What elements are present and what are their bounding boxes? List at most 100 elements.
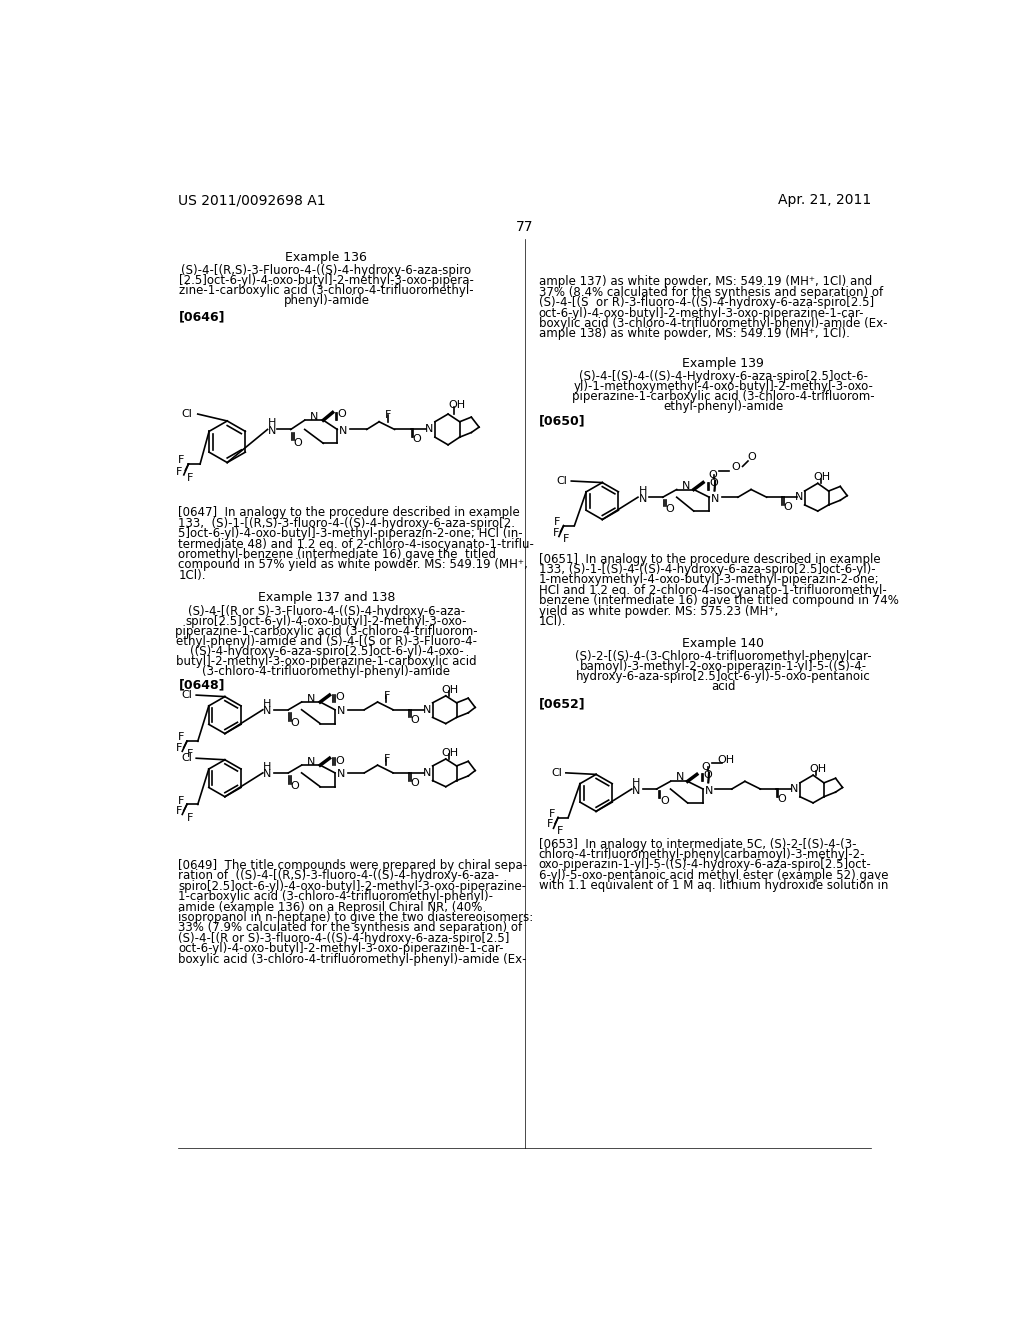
Text: OH: OH (441, 685, 459, 694)
Text: F: F (554, 517, 560, 527)
Text: [0651]  In analogy to the procedure described in example: [0651] In analogy to the procedure descr… (539, 553, 881, 566)
Text: 6-yl)-5-oxo-pentanoic acid methyl ester (example 52) gave: 6-yl)-5-oxo-pentanoic acid methyl ester … (539, 869, 888, 882)
Text: N: N (337, 706, 345, 717)
Text: 1Cl).: 1Cl). (539, 615, 566, 628)
Text: N: N (632, 785, 641, 796)
Text: phenyl)-amide: phenyl)-amide (284, 294, 370, 308)
Text: N: N (638, 494, 647, 504)
Text: N: N (263, 706, 271, 717)
Text: oct-6-yl)-4-oxo-butyl]-2-methyl-3-oxo-piperazine-1-car-: oct-6-yl)-4-oxo-butyl]-2-methyl-3-oxo-pi… (178, 942, 504, 956)
Text: F: F (176, 467, 182, 477)
Text: N: N (795, 492, 804, 502)
Text: H: H (263, 762, 271, 772)
Text: F: F (549, 809, 555, 818)
Text: F: F (186, 473, 194, 483)
Text: N: N (425, 425, 433, 434)
Text: (S)-4-[(S)-4-((S)-4-Hydroxy-6-aza-spiro[2.5]oct-6-: (S)-4-[(S)-4-((S)-4-Hydroxy-6-aza-spiro[… (579, 370, 867, 383)
Text: Example 136: Example 136 (286, 251, 368, 264)
Text: compound in 57% yield as white powder. MS: 549.19 (MH⁺,: compound in 57% yield as white powder. M… (178, 558, 528, 572)
Text: H: H (638, 486, 647, 496)
Text: N: N (682, 480, 690, 491)
Text: ethyl-phenyl)-amide: ethyl-phenyl)-amide (664, 400, 783, 413)
Text: O: O (335, 755, 344, 766)
Text: ethyl-phenyl)-amide and (S)-4-[(S or R)-3-Fluoro-4-: ethyl-phenyl)-amide and (S)-4-[(S or R)-… (176, 635, 477, 648)
Text: oxo-piperazin-1-yl]-5-((S)-4-hydroxy-6-aza-spiro[2.5]oct-: oxo-piperazin-1-yl]-5-((S)-4-hydroxy-6-a… (539, 858, 871, 871)
Text: O: O (710, 478, 718, 488)
Text: N: N (676, 772, 684, 783)
Text: O: O (411, 714, 419, 725)
Text: butyl]-2-methyl-3-oxo-piperazine-1-carboxylic acid: butyl]-2-methyl-3-oxo-piperazine-1-carbo… (176, 655, 477, 668)
Text: O: O (293, 438, 302, 449)
Text: with 1.1 equivalent of 1 M aq. lithium hydroxide solution in: with 1.1 equivalent of 1 M aq. lithium h… (539, 879, 888, 892)
Text: benzene (intermediate 16) gave the titled compound in 74%: benzene (intermediate 16) gave the title… (539, 594, 899, 607)
Text: O: O (666, 504, 674, 513)
Text: acid: acid (711, 680, 735, 693)
Text: OH: OH (717, 755, 734, 764)
Text: HCl and 1.2 eq. of 2-chloro-4-isocyanato-1-trifluoromethyl-: HCl and 1.2 eq. of 2-chloro-4-isocyanato… (539, 583, 887, 597)
Text: 33% (7.9% calculated for the synthesis and separation) of: 33% (7.9% calculated for the synthesis a… (178, 921, 522, 935)
Text: [0646]: [0646] (178, 312, 225, 323)
Text: F: F (176, 807, 182, 816)
Text: F: F (186, 750, 194, 759)
Text: Cl: Cl (551, 768, 562, 777)
Text: [2.5]oct-6-yl)-4-oxo-butyl]-2-methyl-3-oxo-pipera-: [2.5]oct-6-yl)-4-oxo-butyl]-2-methyl-3-o… (179, 275, 474, 286)
Text: Cl: Cl (181, 690, 193, 700)
Text: spiro[2.5]oct-6-yl)-4-oxo-butyl]-2-methyl-3-oxo-: spiro[2.5]oct-6-yl)-4-oxo-butyl]-2-methy… (185, 615, 467, 628)
Text: boxylic acid (3-chloro-4-trifluoromethyl-phenyl)-amide (Ex-: boxylic acid (3-chloro-4-trifluoromethyl… (539, 317, 887, 330)
Text: piperazine-1-carboxylic acid (3-chloro-4-trifluorom-: piperazine-1-carboxylic acid (3-chloro-4… (571, 391, 874, 403)
Text: Example 139: Example 139 (682, 358, 764, 370)
Text: (S)-2-[(S)-4-(3-Chloro-4-trifluoromethyl-phenylcar-: (S)-2-[(S)-4-(3-Chloro-4-trifluoromethyl… (574, 649, 871, 663)
Text: (3-chloro-4-trifluoromethyl-phenyl)-amide: (3-chloro-4-trifluoromethyl-phenyl)-amid… (203, 665, 451, 678)
Text: ((S)-4-hydroxy-6-aza-spiro[2.5]oct-6-yl)-4-oxo-: ((S)-4-hydroxy-6-aza-spiro[2.5]oct-6-yl)… (189, 645, 463, 659)
Text: Example 140: Example 140 (682, 638, 764, 651)
Text: N: N (263, 770, 271, 779)
Text: Example 137 and 138: Example 137 and 138 (258, 591, 395, 605)
Text: H: H (632, 777, 641, 788)
Text: OH: OH (449, 400, 465, 409)
Text: (S)-4-[(R,S)-3-Fluoro-4-((S)-4-hydroxy-6-aza-spiro: (S)-4-[(R,S)-3-Fluoro-4-((S)-4-hydroxy-6… (181, 264, 471, 277)
Text: hydroxy-6-aza-spiro[2.5]oct-6-yl)-5-oxo-pentanoic: hydroxy-6-aza-spiro[2.5]oct-6-yl)-5-oxo-… (575, 669, 870, 682)
Text: F: F (547, 820, 554, 829)
Text: O: O (703, 770, 712, 780)
Text: N: N (791, 784, 799, 795)
Text: F: F (557, 825, 563, 836)
Text: 1-carboxylic acid (3-chloro-4-trifluoromethyl-phenyl)-: 1-carboxylic acid (3-chloro-4-trifluorom… (178, 890, 494, 903)
Text: F: F (384, 690, 390, 701)
Text: F: F (176, 743, 182, 754)
Text: H: H (268, 418, 276, 428)
Text: F: F (177, 455, 184, 465)
Text: isopropanol in n-heptane) to give the two diastereoisomers:: isopropanol in n-heptane) to give the tw… (178, 911, 534, 924)
Text: O: O (338, 409, 346, 418)
Text: N: N (712, 494, 720, 504)
Text: US 2011/0092698 A1: US 2011/0092698 A1 (178, 193, 326, 207)
Text: O: O (290, 718, 299, 727)
Text: zine-1-carboxylic acid (3-chloro-4-trifluoromethyl-: zine-1-carboxylic acid (3-chloro-4-trifl… (179, 284, 474, 297)
Text: oromethyl-benzene (intermediate 16) gave the  titled: oromethyl-benzene (intermediate 16) gave… (178, 548, 497, 561)
Text: spiro[2.5]oct-6-yl)-4-oxo-butyl]-2-methyl-3-oxo-piperazine-: spiro[2.5]oct-6-yl)-4-oxo-butyl]-2-methy… (178, 880, 526, 892)
Text: F: F (385, 409, 391, 420)
Text: ample 138) as white powder, MS: 549.19 (MH⁺, 1Cl).: ample 138) as white powder, MS: 549.19 (… (539, 327, 850, 341)
Text: Cl: Cl (557, 477, 567, 486)
Text: Apr. 21, 2011: Apr. 21, 2011 (778, 193, 871, 207)
Text: O: O (777, 795, 786, 804)
Text: 133, (S)-1-[(S)-4-((S)-4-hydroxy-6-aza-spiro[2.5]oct-6-yl)-: 133, (S)-1-[(S)-4-((S)-4-hydroxy-6-aza-s… (539, 564, 876, 576)
Text: [0650]: [0650] (539, 414, 586, 428)
Text: (S)-4-[(R or S)-3-fluoro-4-((S)-4-hydroxy-6-aza-spiro[2.5]: (S)-4-[(R or S)-3-fluoro-4-((S)-4-hydrox… (178, 932, 510, 945)
Text: piperazine-1-carboxylic acid (3-chloro-4-trifluorom-: piperazine-1-carboxylic acid (3-chloro-4… (175, 626, 478, 638)
Text: O: O (413, 434, 422, 445)
Text: F: F (384, 754, 390, 764)
Text: N: N (339, 426, 347, 436)
Text: amide (example 136) on a Reprosil Chiral NR, (40%: amide (example 136) on a Reprosil Chiral… (178, 900, 482, 913)
Text: N: N (337, 770, 345, 779)
Text: OH: OH (809, 764, 826, 774)
Text: [0647]  In analogy to the procedure described in example: [0647] In analogy to the procedure descr… (178, 507, 520, 520)
Text: N: N (307, 694, 315, 704)
Text: yl)-1-methoxymethyl-4-oxo-butyl]-2-methyl-3-oxo-: yl)-1-methoxymethyl-4-oxo-butyl]-2-methy… (573, 380, 873, 393)
Text: 37% (8.4% calculated for the synthesis and separation) of: 37% (8.4% calculated for the synthesis a… (539, 286, 883, 298)
Text: N: N (268, 426, 276, 436)
Text: N: N (423, 705, 431, 714)
Text: F: F (562, 533, 569, 544)
Text: Cl: Cl (181, 754, 193, 763)
Text: 1Cl).: 1Cl). (178, 569, 206, 582)
Text: F: F (186, 813, 194, 822)
